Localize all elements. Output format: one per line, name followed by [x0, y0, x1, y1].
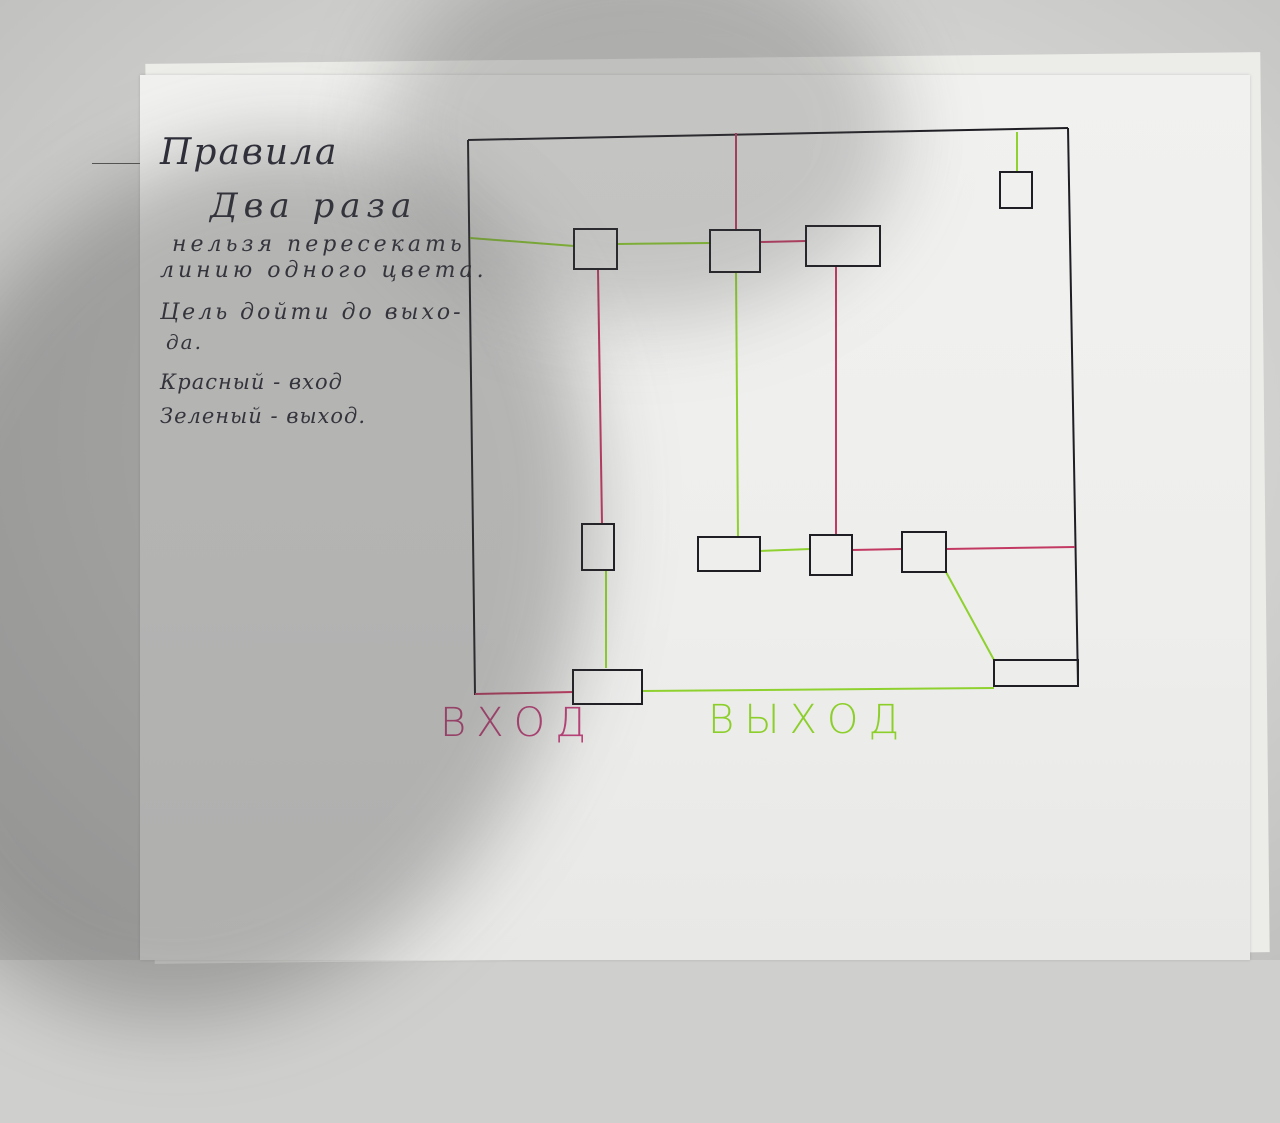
- green-lines: [469, 132, 1018, 692]
- maze-box: [805, 225, 881, 267]
- maze-drawing: [467, 127, 1079, 705]
- maze-box: [581, 523, 615, 571]
- rules-line-2: нельзя пересекать: [172, 232, 466, 257]
- entrance-label: ВХОД: [440, 700, 597, 746]
- maze-boxes: [572, 171, 1079, 705]
- maze-box: [999, 171, 1033, 209]
- rules-line-1: Два раза: [210, 186, 418, 226]
- rules-line-5: да.: [166, 330, 203, 354]
- maze-box: [697, 536, 761, 572]
- rules-line-4: Цель дойти до выхо-: [160, 300, 464, 325]
- maze-box: [572, 669, 643, 705]
- maze-box: [809, 534, 853, 576]
- rules-title: Правила: [160, 132, 339, 173]
- red-lines: [474, 133, 1076, 695]
- exit-label: ВЫХОД: [708, 697, 910, 743]
- margin-dash: [92, 163, 140, 164]
- maze-box: [993, 659, 1079, 687]
- rules-line-3: линию одного цвета.: [160, 258, 488, 283]
- maze-frame: [467, 127, 1079, 696]
- paper-sheet: [140, 75, 1250, 960]
- maze-box: [709, 229, 761, 273]
- maze-box: [901, 531, 947, 573]
- maze-box: [573, 228, 618, 270]
- rules-line-6: Красный - вход: [160, 370, 343, 394]
- rules-line-7: Зеленый - выход.: [160, 404, 367, 428]
